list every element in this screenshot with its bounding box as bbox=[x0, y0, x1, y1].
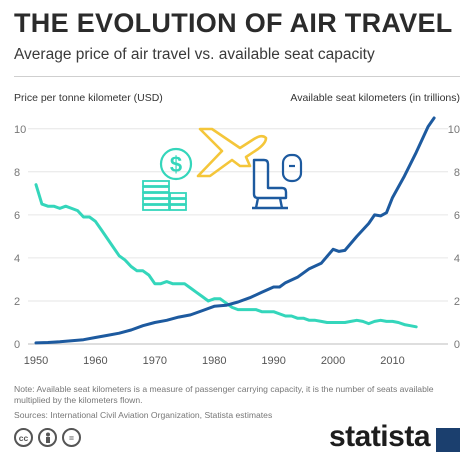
y-tick-left: 8 bbox=[14, 167, 20, 179]
x-tick: 1990 bbox=[261, 355, 285, 367]
y-tick-right: 0 bbox=[454, 339, 460, 351]
grid-lines bbox=[28, 128, 448, 345]
y-tick-left: 2 bbox=[14, 296, 20, 308]
logo-text: statista bbox=[328, 420, 431, 453]
airplane-seat-icon bbox=[252, 158, 288, 210]
footnote: Note: Available seat kilometers is a mea… bbox=[14, 384, 434, 406]
dollar-coin-icon: $ bbox=[159, 147, 193, 181]
y-tick-left: 4 bbox=[14, 253, 20, 265]
tick-labels: 0 0 2 2 4 4 6 6 8 8 10 10 1950 1960 1970 1980 1990 2000 20… bbox=[14, 124, 460, 367]
airplane-window-icon bbox=[281, 153, 303, 183]
left-axis-label: Price per tonne kilometer (USD) bbox=[14, 92, 163, 104]
x-tick: 1960 bbox=[83, 355, 107, 367]
series-lines bbox=[34, 116, 436, 345]
chart-subtitle: Average price of air travel vs. availabl… bbox=[14, 46, 375, 63]
right-axis-label: Available seat kilometers (in trillions) bbox=[290, 92, 460, 104]
y-tick-left: 6 bbox=[14, 210, 20, 222]
statista-logo-mark bbox=[436, 428, 460, 452]
y-tick-left: 10 bbox=[14, 124, 26, 136]
equals-icon[interactable]: = bbox=[62, 428, 81, 447]
chart-title: THE EVOLUTION OF AIR TRAVEL bbox=[14, 8, 453, 38]
y-tick-right: 2 bbox=[454, 296, 460, 308]
y-tick-right: 6 bbox=[454, 210, 460, 222]
y-tick-right: 8 bbox=[454, 167, 460, 179]
x-tick: 1950 bbox=[24, 355, 48, 367]
sources-text: Sources: International Civil Aviation Or… bbox=[14, 410, 273, 420]
x-tick: 2000 bbox=[321, 355, 345, 367]
statista-logo[interactable]: statista bbox=[328, 420, 431, 454]
y-tick-right: 10 bbox=[448, 124, 460, 136]
license-icons[interactable]: cc = bbox=[14, 428, 81, 447]
y-tick-left: 0 bbox=[14, 339, 20, 351]
coin-stack-icon bbox=[142, 180, 187, 211]
x-tick: 1970 bbox=[143, 355, 167, 367]
capacity-series-line bbox=[34, 116, 436, 345]
x-tick: 2010 bbox=[380, 355, 404, 367]
svg-text:$: $ bbox=[170, 152, 182, 177]
x-tick: 1980 bbox=[202, 355, 226, 367]
airplane-icon bbox=[196, 127, 268, 178]
cc-icon[interactable]: cc bbox=[14, 428, 33, 447]
person-icon[interactable] bbox=[38, 428, 57, 447]
price-series-line bbox=[34, 183, 418, 329]
header-divider bbox=[14, 76, 460, 77]
y-tick-right: 4 bbox=[454, 253, 460, 265]
